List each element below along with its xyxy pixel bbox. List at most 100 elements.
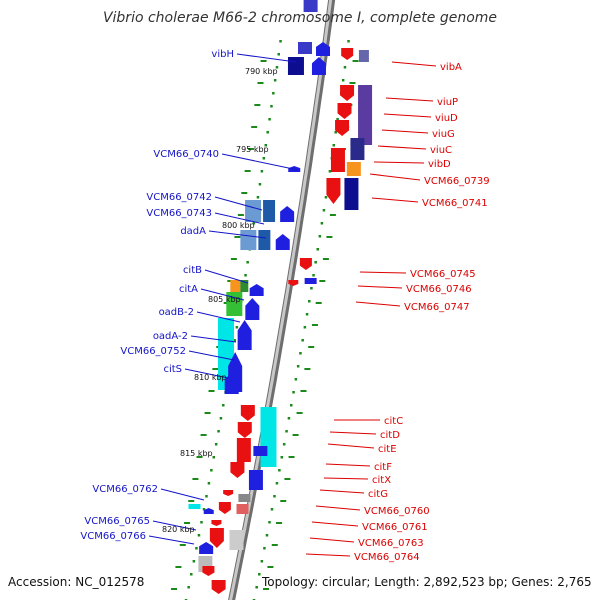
ring-dot <box>343 66 347 69</box>
leader-line <box>236 53 297 63</box>
leader-line <box>148 535 195 545</box>
gene-arrow-forward <box>280 206 295 222</box>
ring-dot <box>258 183 262 186</box>
ring-tick <box>352 60 359 62</box>
ring-dot <box>205 495 208 498</box>
gene-arrow-reverse <box>335 120 350 136</box>
leader-line <box>204 269 249 284</box>
leader-line <box>355 301 401 307</box>
ring-tick <box>251 126 258 128</box>
gene-block <box>344 178 359 210</box>
leaders-layer <box>148 53 437 557</box>
gene-arrow-forward <box>316 42 331 56</box>
ring-dot <box>279 40 282 43</box>
gene-arrow-reverse <box>240 405 255 421</box>
gene-label: citG <box>368 489 388 500</box>
gene-label: citS <box>163 364 182 375</box>
gene-label: VCM66_0764 <box>354 552 420 563</box>
rings-layer <box>171 0 359 600</box>
ring-tick <box>237 214 244 216</box>
ring-tick <box>175 566 182 568</box>
gene-label: viuG <box>432 129 455 140</box>
ring-dot <box>336 118 339 121</box>
ring-dot <box>322 209 326 212</box>
gene-arrow-forward <box>199 542 214 554</box>
ring-tick <box>349 82 356 84</box>
gene-label: oadA-2 <box>153 331 188 342</box>
ring-dot <box>266 131 269 134</box>
ring-dot <box>301 339 304 342</box>
map-title: Vibrio cholerae M66-2 chromosome I, comp… <box>103 10 497 26</box>
ring-dot <box>256 196 260 199</box>
leader-line <box>329 431 377 435</box>
gene-label: VCM66_0741 <box>422 198 488 209</box>
ring-dot <box>278 469 281 472</box>
gene-label: VCM66_0742 <box>146 192 212 203</box>
gene-block <box>350 138 365 160</box>
kbp-label: 810 kbp <box>194 373 227 382</box>
leader-line <box>383 113 432 118</box>
ring-dot <box>299 352 302 355</box>
ring-tick <box>208 390 215 392</box>
ring-dot <box>277 53 281 56</box>
gene-block <box>238 494 251 502</box>
gene-block <box>236 438 251 462</box>
leader-line <box>385 97 434 102</box>
ring-dot <box>273 79 277 82</box>
ring-tick <box>260 60 267 62</box>
ring-dot <box>268 521 271 524</box>
ring-dot <box>207 482 211 485</box>
gene-arrow-reverse <box>288 280 299 286</box>
kbp-label: 815 kbp <box>180 449 213 458</box>
gene-arrow-forward <box>237 320 252 350</box>
ring-tick <box>247 148 254 150</box>
leader-line <box>208 230 267 239</box>
gene-label: dadA <box>180 226 206 237</box>
ring-tick <box>184 522 191 524</box>
gene-arrow-reverse <box>341 48 354 60</box>
gene-arrow-reverse <box>237 422 252 438</box>
leader-line <box>188 350 235 361</box>
gene-block <box>303 0 318 12</box>
ring-tick <box>311 324 318 326</box>
ring-dot <box>273 495 276 498</box>
ring-dot <box>347 40 350 43</box>
ring-tick <box>234 236 241 238</box>
ring-dot <box>260 170 264 173</box>
ring-dot <box>270 508 274 511</box>
kbp-label: 805 kbp <box>208 295 241 304</box>
ring-dot <box>202 508 206 511</box>
leader-line <box>327 443 375 449</box>
ring-dot <box>262 157 266 160</box>
gene-block <box>240 230 257 250</box>
features-layer <box>188 0 373 594</box>
gene-label: VCM66_0743 <box>146 208 212 219</box>
ring-dot <box>275 66 279 69</box>
ring-tick <box>304 368 311 370</box>
gene-label: VCM66_0746 <box>406 284 472 295</box>
ring-tick <box>284 478 291 480</box>
ring-tick <box>263 588 270 590</box>
ring-dot <box>260 560 264 563</box>
ring-dot <box>282 443 286 446</box>
gene-label: vibH <box>211 49 234 60</box>
gene-block <box>263 200 276 222</box>
ring-dot <box>294 378 298 381</box>
gene-label: citB <box>183 265 202 276</box>
ring-dot <box>195 547 198 550</box>
ring-tick <box>322 258 329 260</box>
gene-label: VCM66_0762 <box>92 484 158 495</box>
gene-arrow-reverse <box>211 580 226 594</box>
ring-tick <box>329 214 336 216</box>
ring-dot <box>255 586 258 589</box>
leader-line <box>381 129 429 134</box>
ring-dot <box>334 131 337 134</box>
gene-label: citF <box>374 462 392 473</box>
gene-label: citC <box>384 416 403 427</box>
gene-arrow-forward <box>224 372 239 394</box>
gene-label: citA <box>179 284 198 295</box>
ring-dot <box>187 586 190 589</box>
gene-arrow-reverse <box>218 502 231 514</box>
gene-block <box>260 407 277 467</box>
